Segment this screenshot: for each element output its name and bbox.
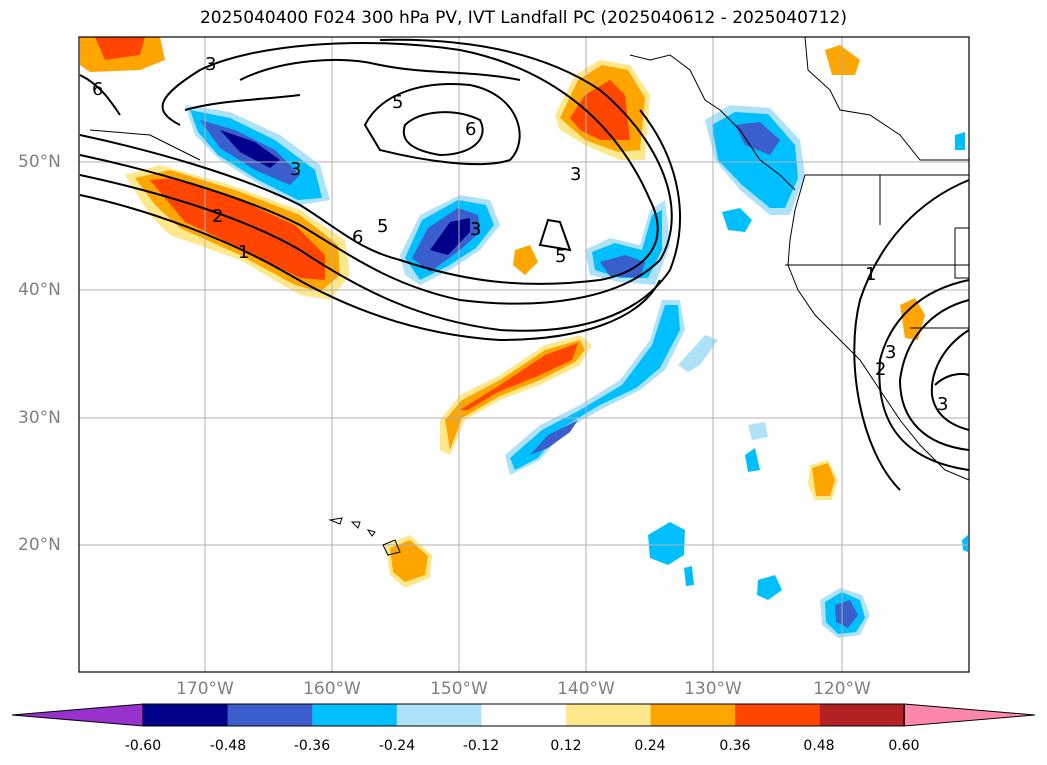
colorbar-cell bbox=[227, 704, 313, 726]
colorbar-tick-label: -0.36 bbox=[293, 738, 331, 754]
contour-label: 2 bbox=[212, 206, 223, 227]
colorbar-cell bbox=[650, 704, 736, 726]
contour-label: 6 bbox=[352, 227, 363, 248]
contour-labels: 6 3 5 6 3 5 6 3 2 1 3 5 1 2 3 3 bbox=[92, 54, 948, 415]
lon-label-120w: 120°W bbox=[813, 679, 871, 699]
colorbar-tick-label: -0.60 bbox=[124, 738, 162, 754]
gridlines bbox=[79, 37, 969, 672]
lat-label-30n: 30°N bbox=[18, 408, 61, 428]
colorbar-cell bbox=[312, 704, 398, 726]
contour-label: 3 bbox=[290, 159, 301, 180]
colorbar-tick-label: 0.12 bbox=[550, 738, 582, 754]
colorbar-cell bbox=[735, 704, 821, 726]
contour-label: 3 bbox=[885, 342, 896, 363]
map-panel: 6 3 5 6 3 5 6 3 2 1 3 5 1 2 3 3 bbox=[78, 36, 970, 673]
contour-label: 5 bbox=[377, 216, 388, 237]
pv-contours bbox=[79, 38, 970, 491]
contour-label: 3 bbox=[205, 54, 216, 75]
lon-label-130w: 130°W bbox=[684, 679, 742, 699]
coastlines bbox=[89, 36, 970, 481]
colorbar-tick-label: -0.24 bbox=[378, 738, 416, 754]
colorbar-cell bbox=[481, 704, 567, 726]
colorbar-tick-label: 0.36 bbox=[719, 738, 751, 754]
colorbar-extend-low bbox=[11, 703, 144, 727]
contour-label: 3 bbox=[470, 219, 481, 240]
colorbar-cell bbox=[396, 704, 482, 726]
colorbar bbox=[11, 703, 1036, 727]
colorbar-tick-label: 0.60 bbox=[888, 738, 920, 754]
contour-label: 3 bbox=[937, 394, 948, 415]
colorbar-cells bbox=[11, 703, 1036, 727]
hawaii-islands bbox=[328, 517, 401, 556]
colorbar-cell bbox=[143, 704, 229, 726]
contour-label: 6 bbox=[92, 79, 103, 100]
colorbar-tick-label: -0.12 bbox=[462, 738, 500, 754]
colorbar-tick-label: 0.48 bbox=[803, 738, 835, 754]
colorbar-cell bbox=[566, 704, 652, 726]
contour-label: 1 bbox=[865, 264, 876, 285]
lon-label-160w: 160°W bbox=[303, 679, 361, 699]
lat-label-50n: 50°N bbox=[18, 152, 61, 172]
lon-label-140w: 140°W bbox=[557, 679, 615, 699]
lat-label-20n: 20°N bbox=[18, 535, 61, 555]
map-title: 2025040400 F024 300 hPa PV, IVT Landfall… bbox=[199, 8, 847, 28]
lon-label-170w: 170°W bbox=[176, 679, 234, 699]
contour-label: 5 bbox=[555, 246, 566, 267]
colorbar-extend-high bbox=[903, 703, 1036, 727]
contour-label: 1 bbox=[238, 242, 249, 263]
colorbar-frame bbox=[142, 703, 905, 727]
colorbar-cell bbox=[819, 704, 905, 726]
lon-label-150w: 150°W bbox=[430, 679, 488, 699]
colorbar-tick-label: 0.24 bbox=[634, 738, 666, 754]
contour-label: 2 bbox=[875, 359, 886, 380]
colorbar-tick-label: -0.48 bbox=[209, 738, 247, 754]
lat-label-40n: 40°N bbox=[18, 280, 61, 300]
contour-label: 5 bbox=[392, 92, 403, 113]
shading-layer bbox=[80, 37, 968, 638]
contour-label: 6 bbox=[465, 119, 476, 140]
contour-label: 3 bbox=[570, 164, 581, 185]
map-frame bbox=[78, 36, 970, 673]
